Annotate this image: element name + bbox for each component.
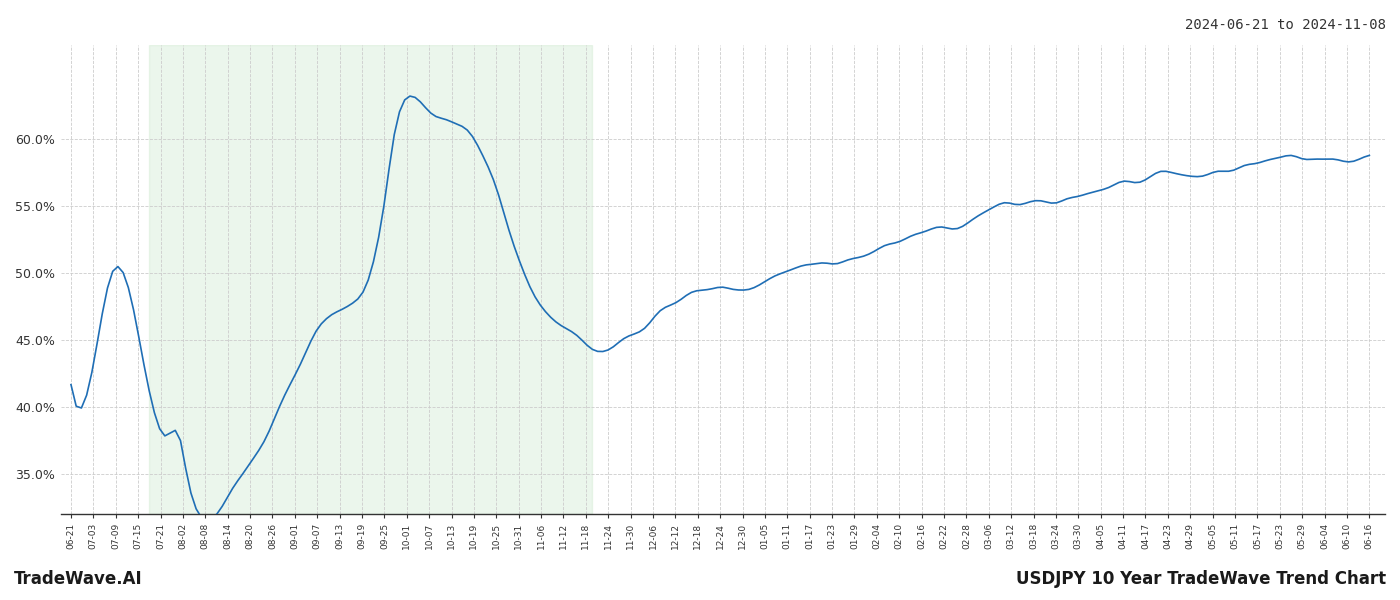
Text: TradeWave.AI: TradeWave.AI: [14, 570, 143, 588]
Bar: [150, 45, 592, 514]
Text: USDJPY 10 Year TradeWave Trend Chart: USDJPY 10 Year TradeWave Trend Chart: [1016, 570, 1386, 588]
Text: 2024-06-21 to 2024-11-08: 2024-06-21 to 2024-11-08: [1184, 18, 1386, 32]
